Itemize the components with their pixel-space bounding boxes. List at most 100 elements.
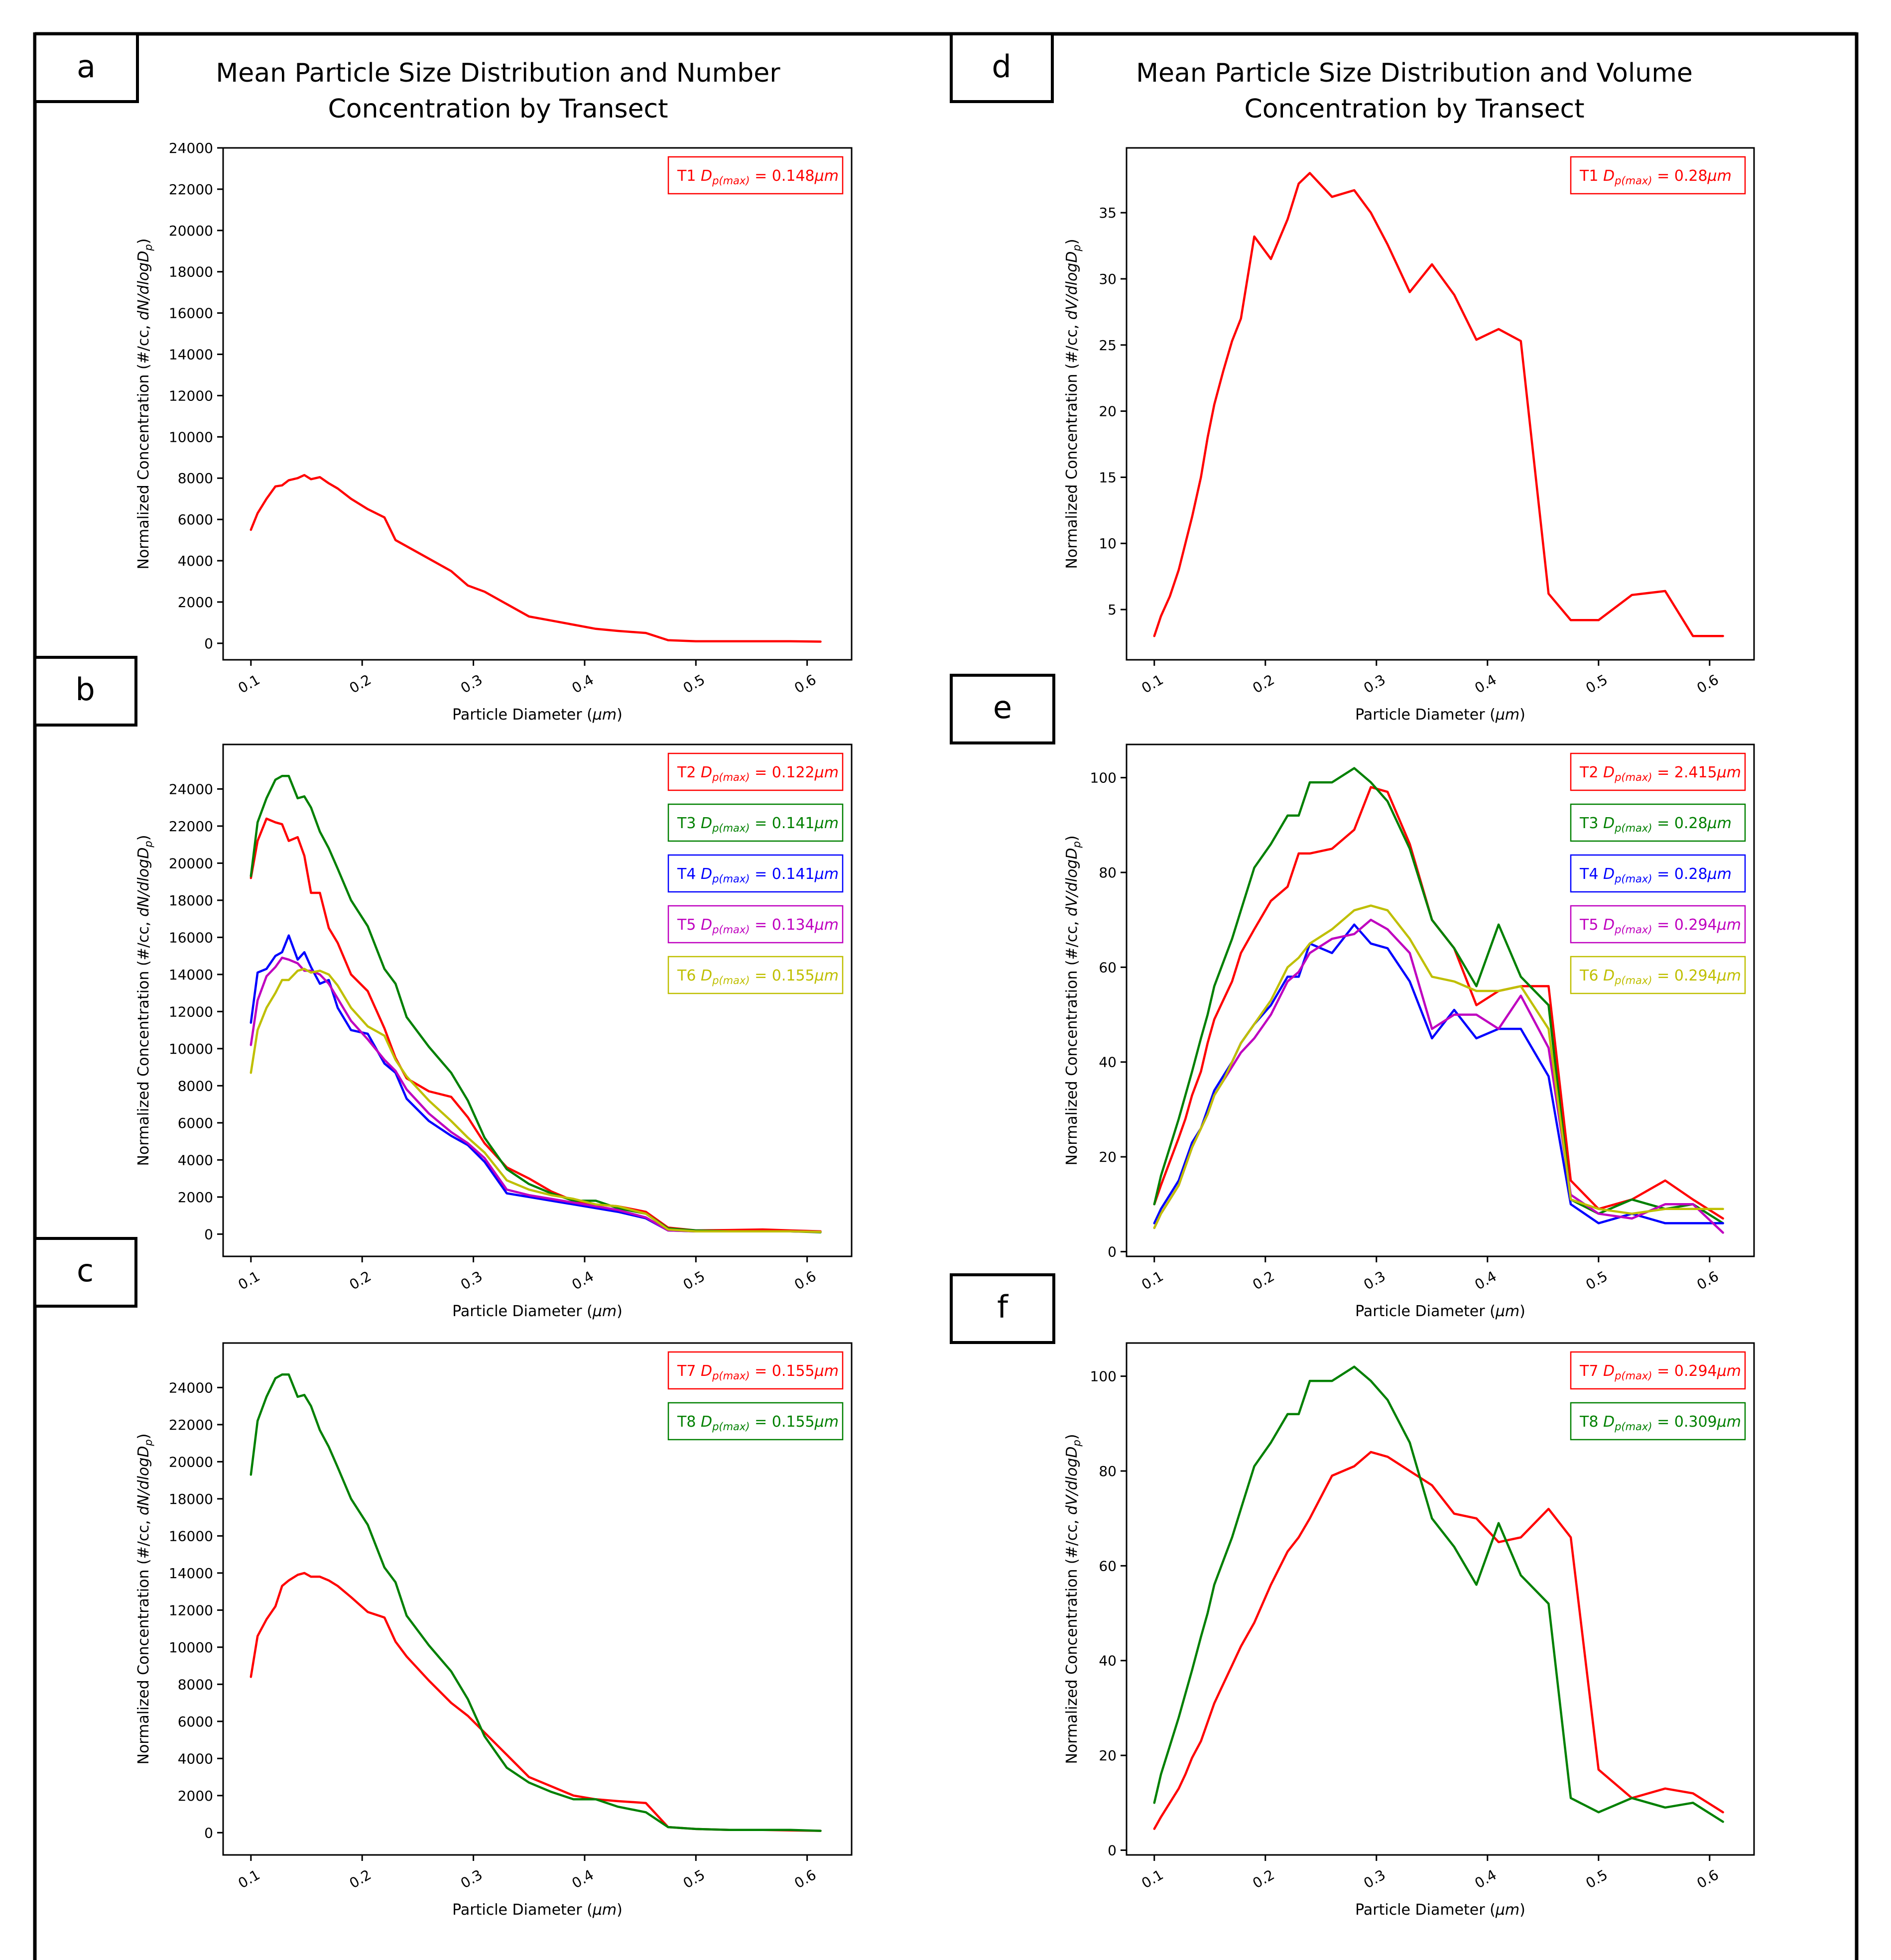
y-tick-label-b-9: 18000 bbox=[169, 892, 213, 909]
y-tick-label-f-5: 100 bbox=[1090, 1368, 1117, 1385]
x-tick-label-f-3: 0.4 bbox=[1472, 1866, 1499, 1892]
series-line-e-t2 bbox=[1153, 786, 1724, 1220]
y-tick-label-c-12: 24000 bbox=[169, 1379, 213, 1396]
x-tick-label-b-5: 0.6 bbox=[791, 1268, 819, 1293]
x-axis-label-a: Particle Diameter (μm) bbox=[452, 706, 623, 724]
y-tick-label-b-2: 4000 bbox=[178, 1152, 213, 1168]
y-axis-label-b: Normalized Concentration (#/cc, dN/dlogD… bbox=[135, 835, 154, 1166]
legend-entry-c-t7: T7 Dp(max) = 0.155μm bbox=[667, 1351, 844, 1390]
y-tick-label-b-11: 22000 bbox=[169, 818, 213, 835]
svg-text:a: a bbox=[77, 48, 96, 85]
x-tick-label-a-5: 0.6 bbox=[791, 671, 819, 697]
y-tick-label-c-11: 22000 bbox=[169, 1417, 213, 1433]
x-tick-label-d-2: 0.3 bbox=[1361, 671, 1388, 697]
y-tick-label-c-0: 0 bbox=[204, 1825, 213, 1841]
x-tick-label-a-0: 0.1 bbox=[236, 671, 263, 697]
series-line-d-t1 bbox=[1153, 172, 1724, 637]
x-tick-label-f-2: 0.3 bbox=[1361, 1866, 1388, 1892]
y-tick-label-a-8: 16000 bbox=[169, 305, 213, 322]
legend-label-c-0: T7 Dp(max) = 0.155μm bbox=[677, 1362, 839, 1382]
series-line-b-t5 bbox=[250, 957, 822, 1233]
series-line-a-t1 bbox=[250, 474, 822, 643]
legend-label-f-0: T7 Dp(max) = 0.294μm bbox=[1579, 1362, 1741, 1382]
legend-entry-f-t8: T8 Dp(max) = 0.309μm bbox=[1570, 1402, 1746, 1441]
y-tick-label-d-5: 30 bbox=[1099, 271, 1117, 287]
legend-label-b-3: T5 Dp(max) = 0.134μm bbox=[677, 916, 839, 936]
y-tick-label-a-4: 8000 bbox=[178, 470, 213, 487]
x-tick-label-b-2: 0.3 bbox=[458, 1268, 485, 1293]
series-line-c-t8 bbox=[250, 1373, 822, 1832]
y-tick-label-b-4: 8000 bbox=[178, 1078, 213, 1094]
y-tick-label-b-10: 20000 bbox=[169, 855, 213, 871]
y-tick-label-c-6: 12000 bbox=[169, 1602, 213, 1618]
title-number-line1: Mean Particle Size Distribution and Numb… bbox=[216, 58, 780, 88]
y-tick-label-e-2: 40 bbox=[1099, 1054, 1117, 1071]
x-axis-label-c: Particle Diameter (μm) bbox=[452, 1901, 623, 1919]
x-tick-label-e-3: 0.4 bbox=[1472, 1268, 1499, 1293]
legend-entry-f-t7: T7 Dp(max) = 0.294μm bbox=[1570, 1351, 1746, 1390]
y-tick-label-d-0: 5 bbox=[1108, 602, 1117, 618]
y-tick-label-a-7: 14000 bbox=[169, 347, 213, 363]
y-tick-label-b-0: 0 bbox=[204, 1226, 213, 1242]
legend-entry-b-t3: T3 Dp(max) = 0.141μm bbox=[667, 803, 844, 842]
panel-label-d: d bbox=[950, 32, 1054, 103]
legend-label-a-0: T1 Dp(max) = 0.148μm bbox=[677, 167, 839, 187]
title-volume-line2: Concentration by Transect bbox=[1244, 94, 1584, 124]
x-tick-label-b-0: 0.1 bbox=[236, 1268, 263, 1293]
y-tick-label-b-5: 10000 bbox=[169, 1041, 213, 1057]
y-tick-label-b-12: 24000 bbox=[169, 781, 213, 797]
y-tick-label-c-10: 20000 bbox=[169, 1454, 213, 1470]
x-tick-label-c-2: 0.3 bbox=[458, 1866, 485, 1892]
y-tick-label-b-1: 2000 bbox=[178, 1189, 213, 1206]
y-tick-label-d-4: 25 bbox=[1099, 337, 1117, 354]
legend-entry-c-t8: T8 Dp(max) = 0.155μm bbox=[667, 1402, 844, 1441]
y-tick-label-a-1: 2000 bbox=[178, 594, 213, 611]
legend-entry-d-t1: T1 Dp(max) = 0.28μm bbox=[1570, 156, 1746, 195]
y-tick-label-c-2: 4000 bbox=[178, 1750, 213, 1767]
x-tick-label-b-4: 0.5 bbox=[680, 1268, 708, 1293]
svg-text:c: c bbox=[77, 1252, 94, 1289]
x-axis-label-f: Particle Diameter (μm) bbox=[1355, 1901, 1525, 1919]
x-tick-label-f-5: 0.6 bbox=[1694, 1866, 1722, 1892]
legend-entry-e-t2: T2 Dp(max) = 2.415μm bbox=[1570, 752, 1746, 791]
svg-text:f: f bbox=[997, 1289, 1009, 1325]
x-axis-label-d: Particle Diameter (μm) bbox=[1355, 706, 1525, 724]
y-tick-label-a-10: 20000 bbox=[169, 223, 213, 239]
panel-label-c: c bbox=[33, 1237, 137, 1308]
legend-label-c-1: T8 Dp(max) = 0.155μm bbox=[677, 1413, 839, 1433]
series-line-b-t2 bbox=[250, 817, 822, 1232]
legend-entry-e-t3: T3 Dp(max) = 0.28μm bbox=[1570, 803, 1746, 842]
panel-a: 0.1 0.2 0.3 0.4 0.5 0.6 0 2000 4000 6000 8000 10000… bbox=[135, 140, 853, 724]
legend-label-e-3: T5 Dp(max) = 0.294μm bbox=[1579, 916, 1741, 936]
x-tick-label-d-5: 0.6 bbox=[1694, 671, 1722, 697]
title-number-line2: Concentration by Transect bbox=[328, 94, 668, 124]
panel-b: 0.1 0.2 0.3 0.4 0.5 0.6 0 2000 4000 6000 8000 10000… bbox=[135, 743, 853, 1320]
y-tick-label-f-3: 60 bbox=[1099, 1558, 1117, 1574]
x-tick-label-e-4: 0.5 bbox=[1583, 1268, 1611, 1293]
legend-label-e-2: T4 Dp(max) = 0.28μm bbox=[1579, 865, 1732, 885]
legend-entry-b-t5: T5 Dp(max) = 0.134μm bbox=[667, 905, 844, 944]
y-tick-label-b-6: 12000 bbox=[169, 1003, 213, 1020]
x-tick-label-d-0: 0.1 bbox=[1138, 671, 1166, 697]
y-tick-label-f-1: 20 bbox=[1099, 1747, 1117, 1764]
y-tick-label-a-6: 12000 bbox=[169, 387, 213, 404]
legend-label-d-0: T1 Dp(max) = 0.28μm bbox=[1579, 167, 1732, 187]
y-tick-label-b-8: 16000 bbox=[169, 929, 213, 946]
y-axis-label-f: Normalized Concentration (#/cc, dV/dlogD… bbox=[1063, 1434, 1083, 1764]
y-tick-label-e-1: 20 bbox=[1099, 1149, 1117, 1165]
x-tick-label-a-2: 0.3 bbox=[458, 671, 485, 697]
y-tick-label-b-3: 6000 bbox=[178, 1115, 213, 1131]
x-axis-label-e: Particle Diameter (μm) bbox=[1355, 1303, 1525, 1320]
panel-label-b: b bbox=[33, 656, 137, 727]
y-tick-label-d-3: 20 bbox=[1099, 403, 1117, 420]
y-tick-label-e-4: 80 bbox=[1099, 864, 1117, 881]
legend-label-e-1: T3 Dp(max) = 0.28μm bbox=[1579, 815, 1732, 834]
legend-label-e-0: T2 Dp(max) = 2.415μm bbox=[1579, 764, 1741, 783]
y-axis-label-c: Normalized Concentration (#/cc, dN/dlogD… bbox=[135, 1434, 154, 1765]
legend-entry-b-t2: T2 Dp(max) = 0.122μm bbox=[667, 752, 844, 791]
legend-entry-e-t4: T4 Dp(max) = 0.28μm bbox=[1570, 854, 1746, 893]
x-tick-label-d-4: 0.5 bbox=[1583, 671, 1611, 697]
y-tick-label-c-9: 18000 bbox=[169, 1491, 213, 1507]
series-line-b-t6 bbox=[250, 968, 822, 1233]
y-tick-label-e-5: 100 bbox=[1090, 770, 1117, 786]
